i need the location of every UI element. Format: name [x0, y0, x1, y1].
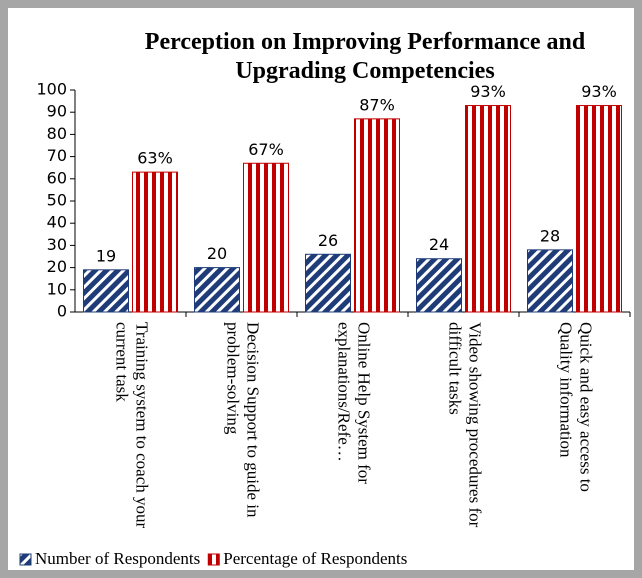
data-label: 93% [470, 82, 506, 101]
x-tick-label: Training system to coach yourcurrent tas… [113, 322, 152, 529]
y-tick-label: 10 [47, 279, 67, 298]
chart-title: Perception on Improving Performance and U… [145, 29, 586, 84]
data-label: 20 [207, 244, 227, 263]
bar [83, 269, 129, 313]
legend-swatch [19, 553, 32, 566]
y-tick-label: 80 [47, 124, 67, 143]
x-tick-label: Video showing procedures fordifficult ta… [446, 322, 485, 528]
data-label: 63% [137, 149, 173, 168]
data-label: 93% [581, 82, 617, 101]
data-label: 24 [429, 235, 449, 254]
data-label: 19 [96, 246, 116, 265]
data-label: 67% [248, 140, 284, 159]
y-tick-label: 30 [47, 235, 67, 254]
legend-label: Percentage of Respondents [223, 549, 407, 568]
y-tick-label: 0 [57, 302, 67, 321]
bar [354, 118, 400, 313]
y-tick-label: 20 [47, 257, 67, 276]
y-tick-label: 70 [47, 146, 67, 165]
data-label: 28 [540, 226, 560, 245]
x-tick-label: Quick and easy access toQuality informat… [557, 322, 596, 492]
bar [465, 105, 511, 313]
bar [194, 267, 240, 313]
y-tick-label: 90 [47, 102, 67, 121]
legend-swatch [207, 553, 220, 566]
bar [243, 162, 289, 313]
bar [305, 253, 351, 313]
bar [527, 249, 573, 313]
x-tick-label: Decision Support to guide inproblem-solv… [224, 322, 263, 518]
bar [576, 105, 622, 313]
y-tick-label: 40 [47, 213, 67, 232]
data-label: 87% [359, 95, 395, 114]
x-tick-label: Online Help System forexplanations/Refe… [335, 322, 374, 484]
legend-label: Number of Respondents [35, 549, 200, 568]
y-tick-label: 60 [47, 168, 67, 187]
bar [132, 171, 178, 313]
y-tick-label: 50 [47, 191, 67, 210]
y-tick-label: 100 [36, 80, 67, 99]
data-label: 26 [318, 231, 338, 250]
bar [416, 258, 462, 313]
